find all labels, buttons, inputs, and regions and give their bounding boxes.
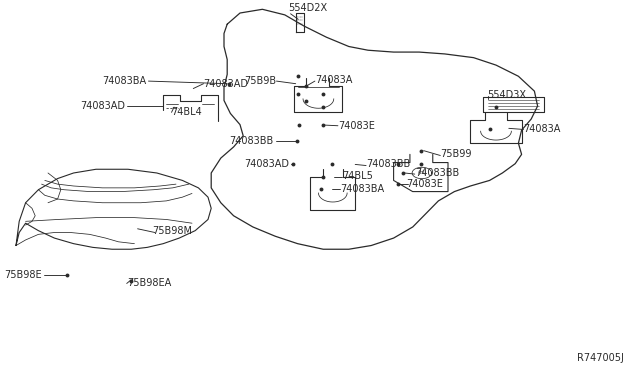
Text: 74083AD: 74083AD bbox=[244, 160, 289, 169]
Text: 75B99: 75B99 bbox=[440, 150, 472, 159]
Text: 74083AD: 74083AD bbox=[80, 101, 125, 111]
Text: 74083AD: 74083AD bbox=[204, 79, 248, 89]
Text: 74BL4: 74BL4 bbox=[172, 108, 202, 117]
Text: 74BL5: 74BL5 bbox=[342, 171, 373, 180]
Text: 75B98E: 75B98E bbox=[4, 270, 42, 279]
Text: 74083E: 74083E bbox=[338, 121, 375, 131]
Text: 75B9B: 75B9B bbox=[244, 76, 276, 86]
Text: 74083A: 74083A bbox=[524, 125, 561, 134]
Text: 74083BB: 74083BB bbox=[230, 136, 274, 145]
Text: 554D2X: 554D2X bbox=[289, 3, 328, 13]
Text: 75B98M: 75B98M bbox=[152, 227, 192, 236]
Text: 74083BA: 74083BA bbox=[340, 184, 385, 194]
Text: (H): (H) bbox=[417, 170, 427, 176]
Text: 74083A: 74083A bbox=[315, 75, 352, 85]
Text: 74083BB: 74083BB bbox=[415, 168, 459, 178]
Text: 74083BB: 74083BB bbox=[366, 160, 410, 169]
Text: 554D3X: 554D3X bbox=[488, 90, 527, 100]
Text: 74083BA: 74083BA bbox=[102, 76, 146, 86]
Text: R747005J: R747005J bbox=[577, 353, 624, 363]
Text: 74083E: 74083E bbox=[406, 179, 444, 189]
Text: 75B98EA: 75B98EA bbox=[127, 279, 171, 288]
